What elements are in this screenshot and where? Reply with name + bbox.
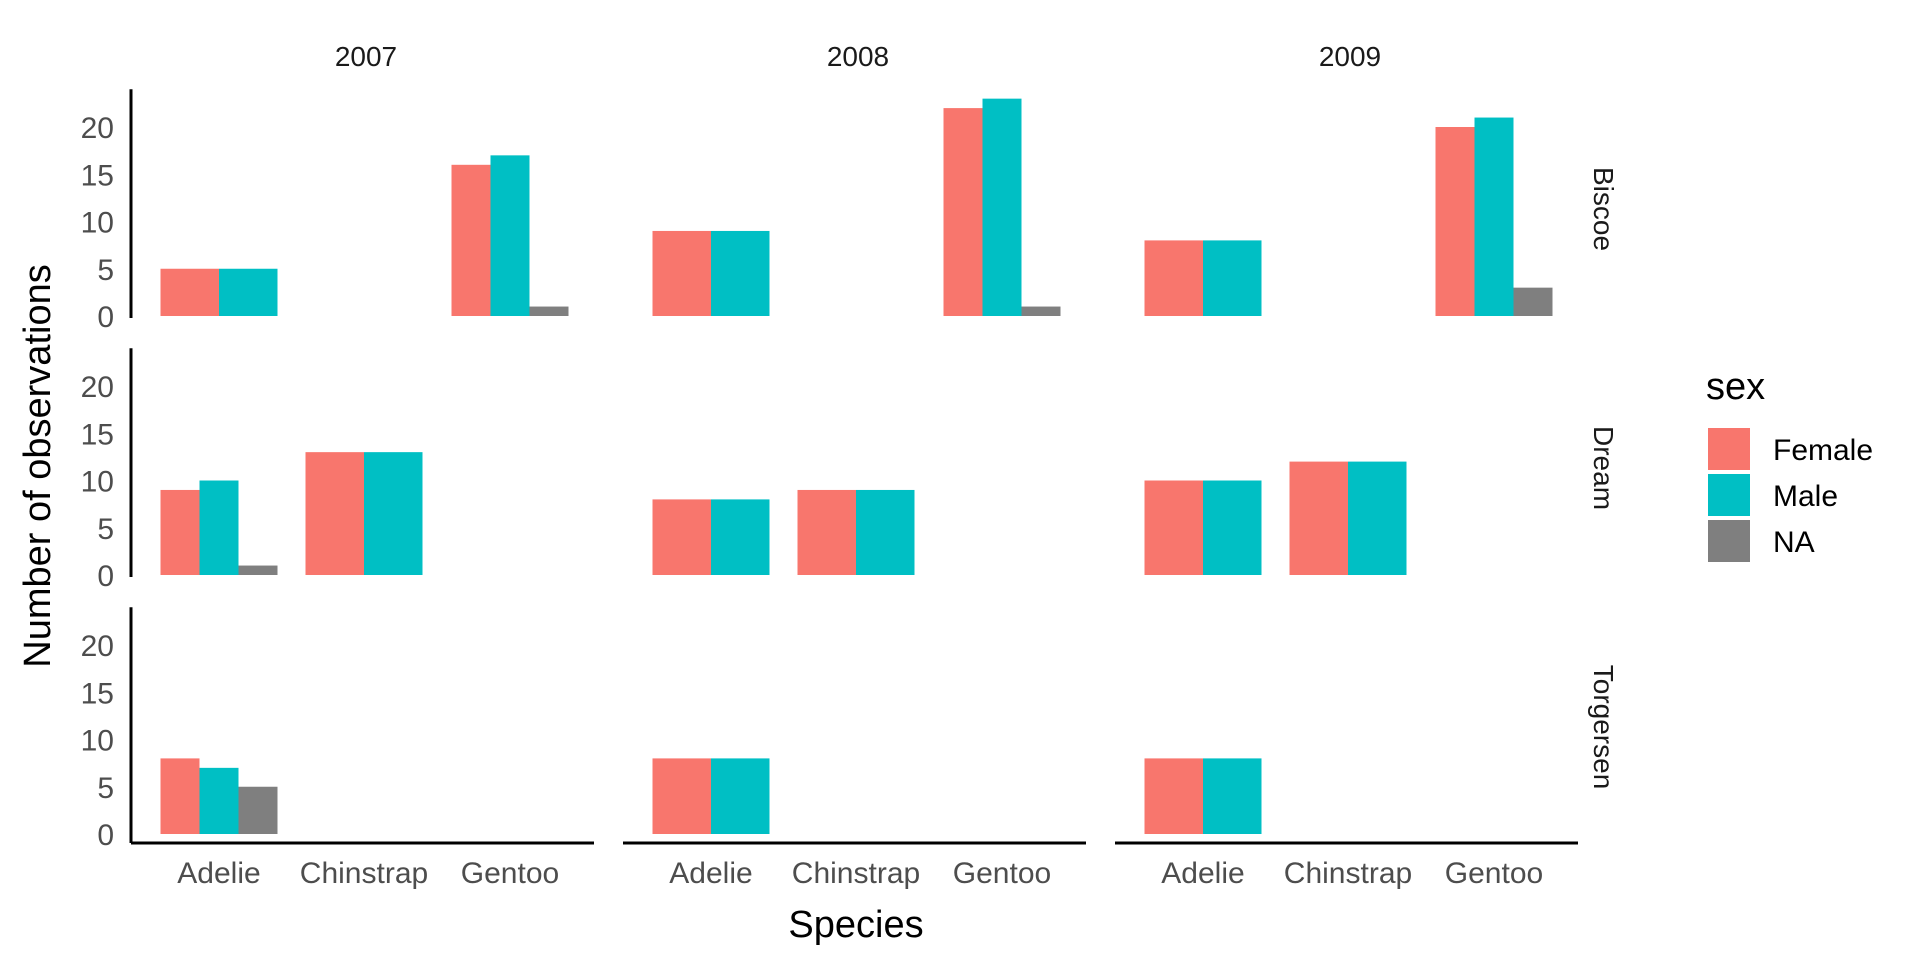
bar-2009-torgersen-adelie-male: [1203, 758, 1262, 834]
bar-2007-torgersen-adelie-female: [160, 758, 200, 834]
bar-2007-dream-chinstrap-male: [364, 452, 423, 575]
y-tick-label: 0: [97, 819, 114, 852]
x-tick-label-adelie: Adelie: [669, 857, 752, 890]
bar-2008-dream-adelie-male: [711, 499, 770, 575]
bar-2009-biscoe-adelie-male: [1203, 240, 1262, 316]
legend-label-male: Male: [1773, 480, 1838, 513]
bar-2007-torgersen-adelie-male: [199, 767, 239, 834]
bar-2007-biscoe-gentoo-na: [529, 306, 569, 316]
strip-label-dream: Dream: [1588, 426, 1619, 510]
bar-2008-torgersen-adelie-male: [711, 758, 770, 834]
bar-2007-biscoe-gentoo-male: [490, 155, 530, 316]
bar-2007-dream-adelie-na: [238, 565, 278, 575]
bar-2007-dream-adelie-female: [160, 489, 200, 575]
panels-layer: [160, 98, 1553, 834]
x-tick-label-gentoo: Gentoo: [461, 857, 559, 890]
bar-2008-dream-chinstrap-male: [856, 489, 915, 575]
y-tick-label: 15: [81, 418, 114, 451]
bar-2008-dream-chinstrap-female: [797, 489, 856, 575]
y-tick-label: 5: [97, 254, 114, 287]
bar-2007-biscoe-gentoo-female: [451, 164, 491, 316]
panel-2008-biscoe: [652, 98, 1061, 317]
panel-2007-biscoe: [160, 155, 569, 316]
legend-swatch-na: [1708, 520, 1750, 562]
legend-label-na: NA: [1773, 526, 1815, 559]
bar-2008-biscoe-gentoo-female: [943, 108, 983, 316]
bar-2008-biscoe-gentoo-male: [982, 98, 1022, 317]
bar-2009-biscoe-gentoo-na: [1513, 287, 1553, 316]
y-tick-label: 5: [97, 772, 114, 805]
bar-2007-torgersen-adelie-na: [238, 786, 278, 834]
bar-2009-biscoe-gentoo-male: [1474, 117, 1514, 316]
panel-2009-biscoe: [1144, 117, 1553, 316]
bar-2008-dream-adelie-female: [652, 499, 711, 575]
bar-2007-dream-chinstrap-female: [305, 452, 364, 575]
legend-label-female: Female: [1773, 434, 1873, 467]
y-tick-label: 0: [97, 301, 114, 334]
bar-2007-biscoe-adelie-female: [160, 268, 219, 316]
x-axis-title: Species: [788, 904, 923, 946]
panel-2007-dream: [160, 452, 423, 575]
strip-label-2009: 2009: [1319, 41, 1381, 72]
legend-swatch-female: [1708, 428, 1750, 470]
y-tick-label: 5: [97, 513, 114, 546]
bar-2008-biscoe-adelie-male: [711, 230, 770, 316]
bar-2009-dream-chinstrap-female: [1289, 461, 1348, 575]
panel-2007-torgersen: [160, 758, 278, 834]
x-tick-label-gentoo: Gentoo: [1445, 857, 1543, 890]
x-tick-label-chinstrap: Chinstrap: [1284, 857, 1412, 890]
panel-2008-torgersen: [652, 758, 770, 834]
panel-2009-torgersen: [1144, 758, 1262, 834]
y-tick-label: 15: [81, 159, 114, 192]
axes-layer: 2007 2008 2009 Biscoe Dream Torgersen 0 5 10 15 20…: [81, 41, 1619, 890]
y-tick-label: 10: [81, 207, 114, 240]
bar-2009-biscoe-gentoo-female: [1435, 127, 1475, 316]
bar-2009-dream-chinstrap-male: [1348, 461, 1407, 575]
bar-2009-biscoe-adelie-female: [1144, 240, 1203, 316]
bar-2007-dream-adelie-male: [199, 480, 239, 575]
bar-2009-torgersen-adelie-female: [1144, 758, 1203, 834]
legend-swatch-male: [1708, 474, 1750, 516]
strip-label-2007: 2007: [335, 41, 397, 72]
bar-2008-biscoe-gentoo-na: [1021, 306, 1061, 316]
bar-2008-torgersen-adelie-female: [652, 758, 711, 834]
y-tick-label: 15: [81, 677, 114, 710]
x-tick-label-adelie: Adelie: [1161, 857, 1244, 890]
bar-2009-dream-adelie-female: [1144, 480, 1203, 575]
legend-title: sex: [1706, 366, 1765, 408]
y-tick-label: 20: [81, 371, 114, 404]
bar-2008-biscoe-adelie-female: [652, 230, 711, 316]
y-tick-label: 20: [81, 630, 114, 663]
x-tick-label-adelie: Adelie: [177, 857, 260, 890]
bar-2009-dream-adelie-male: [1203, 480, 1262, 575]
bar-2007-biscoe-adelie-male: [219, 268, 278, 316]
y-axis-title: Number of observations: [17, 264, 59, 667]
panel-2008-dream: [652, 489, 915, 575]
y-tick-label: 20: [81, 112, 114, 145]
y-tick-label: 10: [81, 725, 114, 758]
x-tick-label-chinstrap: Chinstrap: [300, 857, 428, 890]
x-tick-label-chinstrap: Chinstrap: [792, 857, 920, 890]
y-tick-label: 10: [81, 466, 114, 499]
strip-label-2008: 2008: [827, 41, 889, 72]
x-tick-label-gentoo: Gentoo: [953, 857, 1051, 890]
y-tick-label: 0: [97, 560, 114, 593]
strip-label-torgersen: Torgersen: [1588, 665, 1619, 790]
panel-2009-dream: [1144, 461, 1407, 575]
strip-label-biscoe: Biscoe: [1588, 167, 1619, 251]
